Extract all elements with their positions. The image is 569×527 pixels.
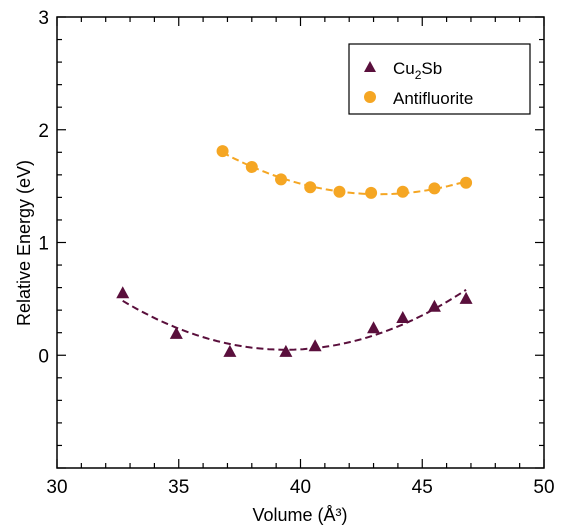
fit-curve-0 [122,288,467,351]
x-axis-label: Volume (Å³) [252,505,347,525]
y-tick-label: 2 [38,121,49,142]
legend-marker-antifluorite [364,91,376,103]
point-cu2sb [427,299,441,312]
axis-ticks: 30 35 40 45 50 0 1 2 3 [38,8,554,498]
x-tick-label: 30 [46,477,67,498]
legend-marker-cu2sb [364,61,376,72]
point-cu2sb [308,339,322,352]
point-antifluorite [428,182,441,195]
point-cu2sb [169,326,183,339]
point-antifluorite [333,185,346,198]
fit-curves [122,151,467,351]
x-tick-label: 35 [168,477,189,498]
x-tick-label: 40 [290,477,311,498]
y-tick-label: 3 [38,8,49,29]
point-cu2sb [367,321,381,334]
data-points [116,145,473,357]
point-antifluorite [245,160,258,173]
legend: Cu2Sb Antifluorite [348,43,531,115]
point-cu2sb [223,344,237,357]
point-cu2sb [279,344,293,357]
y-tick-label: 0 [38,346,49,367]
point-antifluorite [304,181,317,194]
legend-box [348,43,531,115]
point-cu2sb [459,291,473,304]
legend-label-antifluorite: Antifluorite [393,89,473,108]
y-tick-label: 1 [38,234,49,255]
x-tick-label: 50 [533,477,554,498]
fit-curve-1 [222,151,467,196]
point-antifluorite [460,176,473,189]
point-cu2sb [396,311,410,324]
x-tick-label: 45 [412,477,433,498]
point-cu2sb [116,286,130,299]
point-antifluorite [216,145,229,158]
point-antifluorite [275,173,288,186]
legend-label-cu2sb: Cu2Sb [393,59,442,82]
y-axis-label: Relative Energy (eV) [14,160,34,326]
point-antifluorite [365,186,378,199]
point-antifluorite [396,185,409,198]
